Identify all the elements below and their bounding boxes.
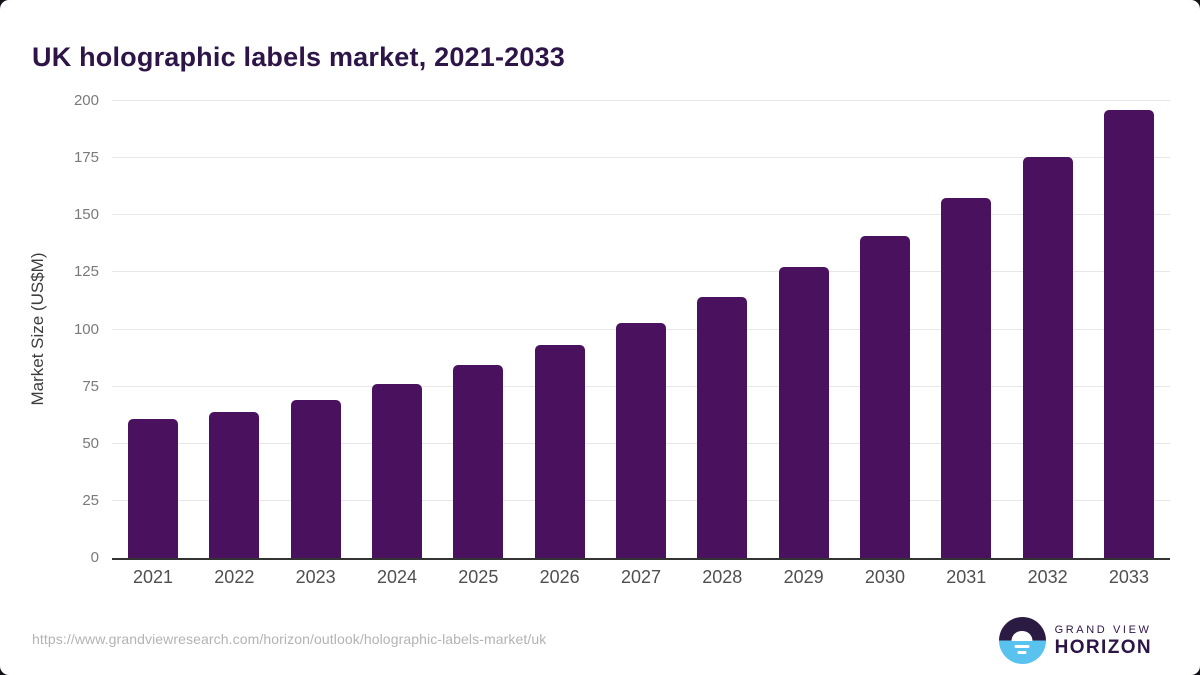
y-tick-label: 100 (73, 320, 99, 338)
x-axis-labels: 2021 2022 2023 2024 2025 2026 2027 2028 2029 2030… (112, 567, 1170, 588)
bar-2030 (859, 236, 910, 558)
y-tick-label: 75 (82, 377, 99, 395)
bar-2033 (1103, 109, 1154, 558)
y-tick-label: 25 (82, 491, 99, 509)
x-tick-label: 2028 (702, 567, 743, 587)
brand-text: GRAND VIEW HORIZON (1055, 624, 1152, 658)
logo-text-horizon: HORIZON (1054, 636, 1152, 658)
bar-2021 (128, 419, 178, 558)
y-tick-label: 125 (73, 263, 99, 281)
x-tick-label: 2027 (620, 567, 661, 587)
water-ripple-icon (1014, 644, 1030, 648)
gridline (112, 271, 1170, 273)
y-tick-label: 200 (73, 92, 99, 109)
bar-2029 (778, 267, 829, 558)
bar-2027 (615, 323, 666, 558)
bars-row (112, 101, 1170, 558)
page-title: UK holographic labels market, 2021-2033 (32, 42, 566, 73)
y-axis-title: Market Size (US$M) (28, 252, 47, 406)
logo-text-grand-view: GRAND VIEW (1054, 623, 1152, 636)
gridline (112, 214, 1170, 216)
sun-horizon-icon (1011, 630, 1033, 641)
source-url: https://www.grandviewresearch.com/horizo… (32, 631, 547, 647)
x-tick-label: 2024 (376, 567, 417, 587)
bar-2026 (534, 345, 585, 558)
y-tick-label: 175 (73, 149, 99, 167)
y-tick-label: 50 (82, 434, 99, 452)
water-ripple-icon (1017, 650, 1027, 654)
x-tick-label: 2030 (864, 567, 905, 587)
bar-2024 (371, 384, 422, 558)
bar-2031 (941, 198, 992, 558)
bar-2023 (290, 400, 341, 558)
gridline (112, 100, 1170, 101)
y-tick-label: 0 (90, 549, 99, 566)
x-tick-label: 2025 (458, 567, 499, 587)
x-tick-label: 2029 (783, 567, 824, 587)
plot-area: 0 25 50 75 100 125 150 175 200 (74, 92, 1170, 566)
x-tick-label: 2023 (295, 567, 336, 587)
y-tick-label: 150 (73, 206, 99, 224)
brand-logo: GRAND VIEW HORIZON (998, 617, 1152, 664)
bar-2025 (453, 364, 504, 558)
x-tick-label: 2026 (539, 567, 580, 587)
x-tick-label: 2021 (132, 567, 174, 587)
bar-2022 (209, 412, 260, 558)
grand-view-horizon-logo-icon (998, 617, 1046, 664)
x-tick-label: 2033 (1108, 567, 1149, 587)
x-tick-label: 2032 (1027, 567, 1068, 587)
x-tick-label: 2031 (946, 567, 987, 587)
gridline (112, 157, 1170, 159)
bar-2032 (1022, 156, 1073, 558)
bar-2028 (697, 297, 748, 558)
x-tick-label: 2022 (214, 567, 255, 587)
